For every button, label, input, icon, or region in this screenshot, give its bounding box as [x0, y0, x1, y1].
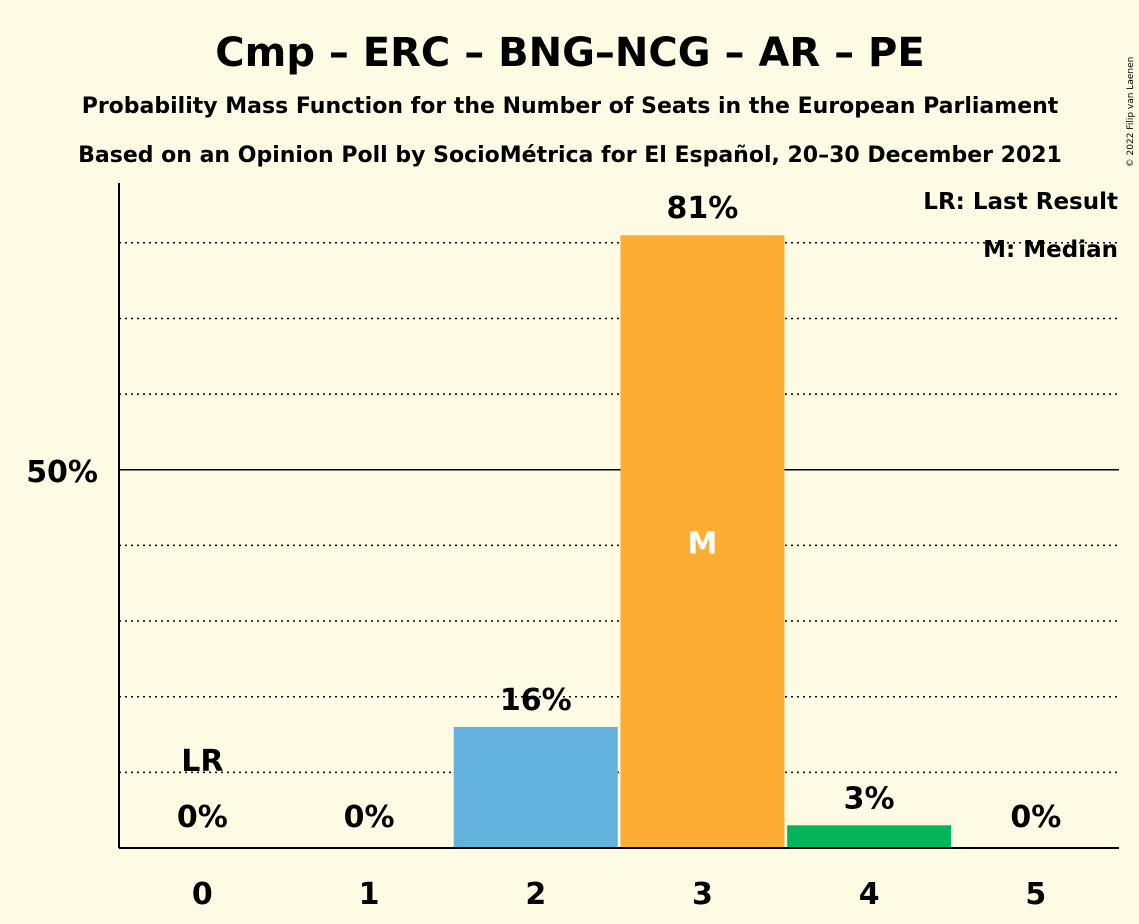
x-tick-label-4: 4: [859, 877, 880, 912]
x-tick-label-1: 1: [359, 877, 380, 912]
value-label-5: 0%: [1010, 800, 1061, 835]
x-tick-label-2: 2: [525, 877, 546, 912]
legend-last-result: LR: Last Result: [923, 189, 1118, 215]
value-label-3: 81%: [667, 191, 739, 226]
x-tick-label-5: 5: [1025, 877, 1046, 912]
value-label-0: 0%: [177, 800, 228, 835]
labels: 50% 0% 0 0% 1 16% 2 81% 3 3% 4 0% 5 M LR: [26, 191, 1061, 912]
bar-4: [787, 825, 952, 848]
value-label-2: 16%: [500, 683, 572, 718]
chart-subtitle-1: Probability Mass Function for the Number…: [82, 94, 1059, 119]
bars: [453, 235, 952, 849]
y-tick-label: 50%: [26, 455, 98, 490]
chart-subtitle-2: Based on an Opinion Poll by SocioMétrica…: [78, 143, 1062, 168]
x-tick-label-3: 3: [692, 877, 713, 912]
axes: [118, 183, 1119, 849]
bar-3: [620, 235, 785, 849]
value-label-1: 0%: [344, 800, 395, 835]
median-marker: M: [688, 527, 718, 562]
value-label-4: 3%: [844, 781, 895, 816]
x-tick-label-0: 0: [192, 877, 213, 912]
last-result-marker: LR: [181, 744, 223, 779]
legend-median: M: Median: [983, 237, 1118, 263]
chart-title: Cmp – ERC – BNG–NCG – AR – PE: [215, 30, 924, 76]
bar-2: [453, 726, 618, 848]
gridlines: [119, 242, 1119, 774]
copyright-note: © 2022 Filip van Laenen: [1126, 57, 1136, 168]
